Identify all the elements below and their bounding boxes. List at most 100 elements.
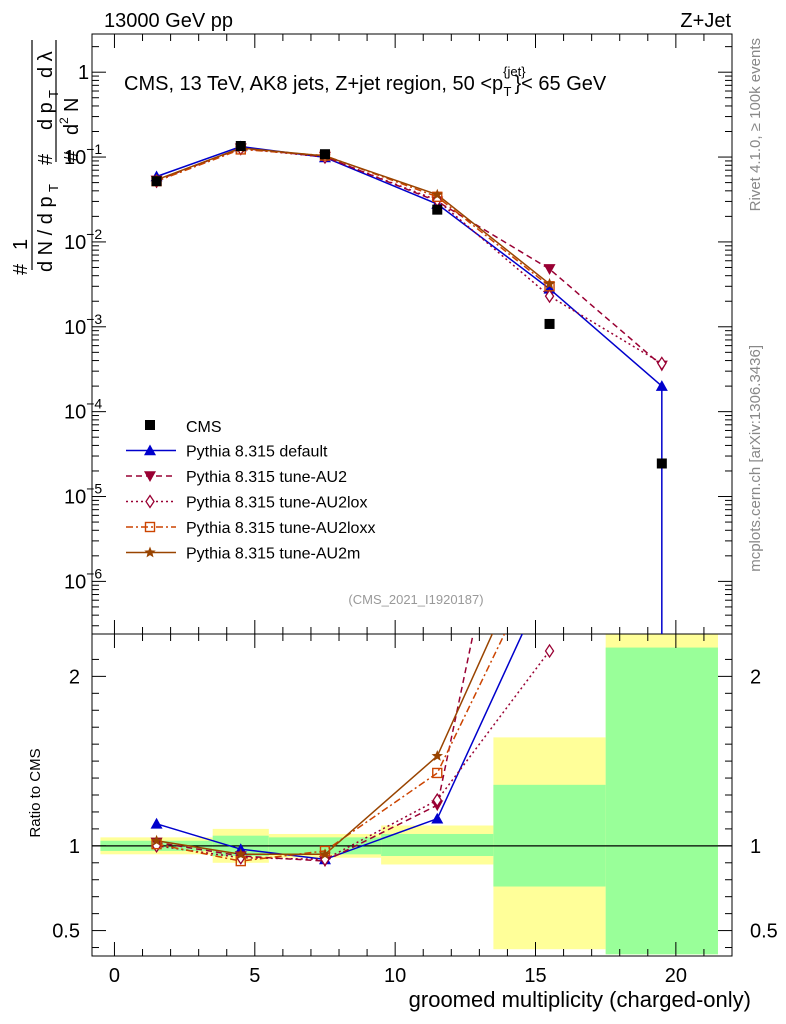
series-markers (150, 140, 668, 868)
y-tick-label: 10−1 (64, 141, 102, 169)
series-point-0 (655, 380, 668, 391)
chart-title-sub: T (504, 84, 512, 99)
ratio-tick-label-right: 2 (750, 666, 761, 688)
chart-title-end: }< 65 GeV (515, 73, 607, 95)
ratio-point-4 (319, 848, 331, 860)
svg-text:1: 1 (10, 239, 32, 250)
band-inner-3 (381, 833, 494, 857)
legend-label: Pythia 8.315 tune-AU2lox (186, 495, 367, 512)
ratio-point-0 (150, 817, 163, 829)
series-point-1 (543, 264, 556, 275)
svg-text:#: # (61, 150, 83, 162)
y-tick-label: 10−5 (64, 481, 102, 509)
main-ylabel: # 1 d N / d p T # d p T d λ # d 2 N (10, 40, 83, 275)
x-axis-label: groomed multiplicity (charged-only) (409, 987, 751, 1012)
ratio-tick-label-right: 1 (750, 836, 761, 858)
data-point (319, 149, 330, 160)
ratio-line-1 (156, 634, 474, 862)
y-tick-label-base: 10 (64, 487, 86, 509)
y-tick-label: 10−4 (64, 396, 102, 424)
series-point-4 (543, 277, 556, 289)
y-tick-label-exp: −6 (86, 565, 102, 581)
svg-text:d N / d p: d N / d p (35, 196, 57, 272)
mcplots-label: mcplots.cern.ch [arXiv:1306.3436] (747, 345, 764, 572)
legend-marker (144, 444, 156, 456)
y-tick-label-exp: −4 (86, 396, 102, 412)
ratio-point-0 (431, 812, 444, 824)
legend-marker (144, 546, 156, 558)
ratio-point-4 (235, 848, 247, 860)
header-right: Z+Jet (680, 10, 731, 32)
y-tick-label-exp: −3 (86, 311, 102, 327)
series-line-3 (156, 148, 550, 287)
legend-label: Pythia 8.315 tune-AU2 (186, 469, 347, 486)
analysis-id: (CMS_2021_I1920187) (348, 592, 483, 607)
ratio-line-3 (156, 634, 506, 862)
legend-label: Pythia 8.315 default (186, 444, 328, 461)
series-line-0 (156, 145, 663, 387)
data-point (151, 176, 162, 187)
ratio-ylabel: Ratio to CMS (27, 748, 44, 837)
legend-label: Pythia 8.315 tune-AU2m (186, 546, 360, 563)
x-tick-label: 5 (249, 965, 260, 987)
svg-text:#: # (35, 153, 57, 165)
y-tick-label-exp: −5 (86, 481, 102, 497)
svg-text:T: T (46, 90, 61, 98)
legend-label: CMS (186, 419, 222, 436)
svg-text:d λ: d λ (35, 51, 57, 78)
rivet-label: Rivet 4.1.0, ≥ 100k events (747, 38, 764, 211)
chart-title-sup: {jet} (503, 64, 526, 79)
data-point (432, 204, 443, 215)
y-tick-label: 10−6 (64, 565, 102, 593)
legend-marker (145, 494, 155, 509)
series-line-1 (156, 147, 663, 367)
ratio-tick-label-left: 2 (69, 666, 80, 688)
svg-text:2: 2 (57, 117, 71, 124)
data-point (544, 318, 555, 329)
ratio-point-4 (431, 750, 443, 761)
series-point-2 (657, 356, 667, 371)
series-point-2 (544, 288, 555, 304)
band-inner-5 (605, 647, 718, 955)
svg-text:d: d (61, 124, 83, 135)
x-tick-label: 15 (524, 965, 546, 987)
svg-text:T: T (46, 184, 61, 192)
x-tick-label: 20 (665, 965, 687, 987)
series-point-4 (431, 188, 443, 200)
band-inner-4 (493, 784, 606, 887)
y-tick-label-exp: −2 (86, 226, 102, 242)
ratio-point-2 (544, 643, 555, 659)
y-tick-label-base: 10 (64, 402, 86, 424)
y-tick-label: 1 (78, 62, 89, 84)
y-tick-label: 10−3 (64, 311, 102, 339)
y-tick-label-base: 10 (64, 571, 86, 593)
x-tick-label: 10 (384, 965, 406, 987)
ratio-tick-label-right: 0.5 (750, 921, 778, 943)
ratio-line-0 (156, 634, 524, 861)
y-tick-label-base: 10 (64, 147, 86, 169)
y-tick-label-base: 1 (78, 62, 89, 84)
legend-marker (145, 420, 155, 430)
main-frame (91, 33, 733, 635)
x-tick-label: 0 (109, 965, 120, 987)
ratio-point-3 (432, 767, 443, 779)
ratio-point-4 (150, 834, 163, 846)
data-point (656, 458, 667, 469)
svg-text:#: # (10, 263, 32, 275)
series-line-2 (156, 147, 663, 365)
legend-marker (144, 521, 156, 533)
y-tick-label: 10−2 (64, 226, 102, 254)
ratio-tick-label-left: 1 (69, 836, 80, 858)
y-tick-label-base: 10 (64, 317, 86, 339)
legend-marker (144, 471, 156, 482)
ratio-line-2 (156, 650, 551, 861)
ratio-tick-label-left: 0.5 (52, 921, 80, 943)
legend-label: Pythia 8.315 tune-AU2loxx (186, 520, 375, 537)
legend: CMS Pythia 8.315 default Pythia 8.315 tune… (126, 419, 375, 563)
chart-title: CMS, 13 TeV, AK8 jets, Z+jet region, 50 … (124, 64, 607, 99)
y-tick-label-base: 10 (64, 232, 86, 254)
svg-text:d p: d p (35, 102, 57, 130)
ratio-point-2 (432, 792, 443, 808)
header-left: 13000 GeV pp (104, 10, 233, 32)
